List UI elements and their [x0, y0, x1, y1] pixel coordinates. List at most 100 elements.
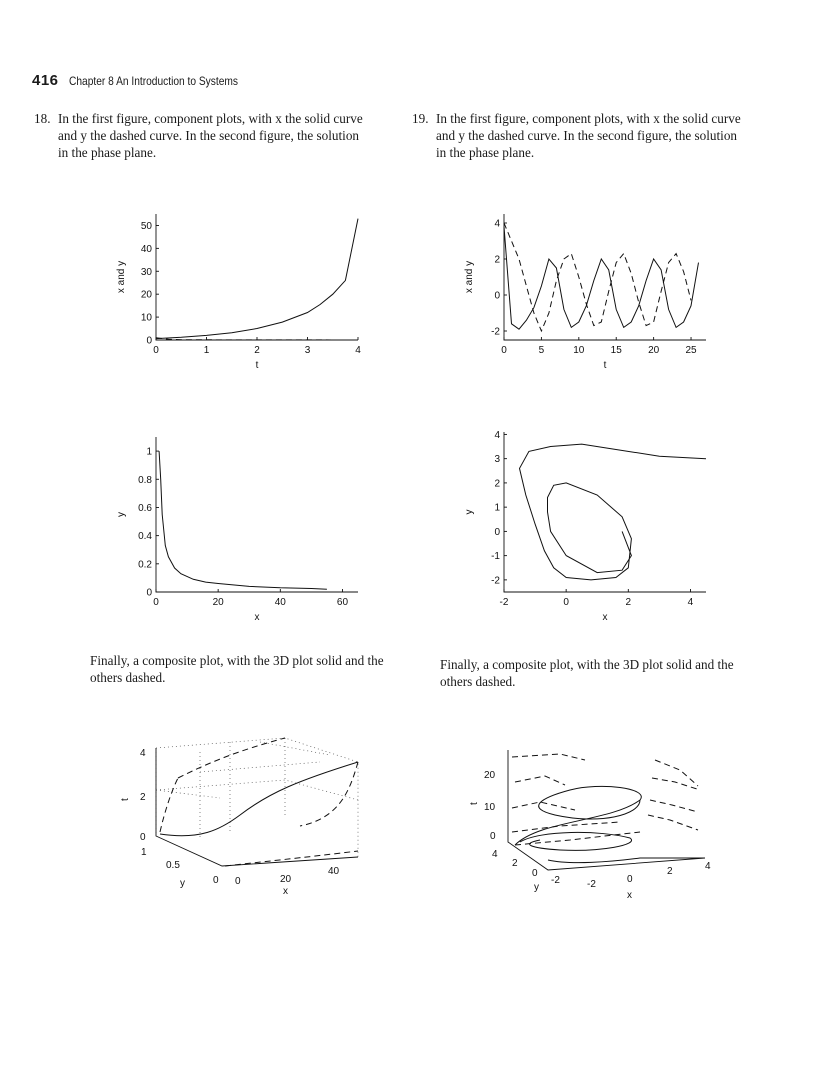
tick-z: 4 [140, 748, 146, 759]
y-tick-label: 30 [141, 267, 153, 278]
projection-curve-left [159, 777, 179, 833]
y-axis-label: y [464, 510, 475, 515]
x-tick-label: 20 [213, 597, 225, 608]
y-tick-label: 4 [494, 430, 500, 441]
y-tick-label: 0.2 [138, 559, 152, 570]
x-tick-label: 60 [337, 597, 349, 608]
page-number: 416 [32, 72, 59, 89]
x-tick-label: 3 [305, 345, 311, 356]
y-tick-label: 20 [141, 290, 153, 301]
y-tick-label: 10 [141, 313, 153, 324]
y-tick-label: 0.4 [138, 531, 152, 542]
x-tick-label: 2 [254, 345, 260, 356]
y-tick-label: 1 [146, 447, 152, 458]
tick-x: -2 [587, 879, 596, 890]
problem-text: In the first figure, component plots, wi… [58, 111, 363, 160]
tick-x: 0 [627, 874, 633, 885]
box-grid [155, 737, 359, 867]
x-tick-label: 2 [626, 597, 632, 608]
x-tick-label: 0 [153, 345, 159, 356]
y-tick-label: 1 [494, 503, 500, 514]
x-axis-label: t [604, 360, 607, 371]
tick-z: 2 [140, 792, 146, 803]
problem-number: 19. [412, 111, 429, 126]
y-tick-label: 2 [494, 255, 500, 266]
projection-curves-right [647, 759, 701, 831]
tick-x: 20 [280, 874, 292, 885]
tick-y: 4 [492, 849, 498, 860]
y-axis-label: x and y [464, 261, 475, 293]
caption-composite-19: Finally, a composite plot, with the 3D p… [440, 657, 734, 689]
y-tick-label: 50 [141, 221, 153, 232]
z-label: t [120, 798, 131, 801]
series-solid-0 [155, 218, 359, 340]
x-tick-label: 15 [611, 345, 623, 356]
x-tick-label: 0 [153, 597, 159, 608]
chapter-title: Chapter 8 An Introduction to Systems [68, 74, 238, 88]
tick-z: 0 [490, 831, 496, 842]
tick-y: -2 [551, 875, 560, 886]
tick-z: 0 [140, 832, 146, 843]
tick-y: 0 [532, 868, 538, 879]
series-dashed-1 [155, 337, 359, 341]
tick-y: 0.5 [166, 860, 180, 871]
projection-curves-back [511, 753, 641, 846]
x-tick-label: 4 [688, 597, 694, 608]
series-solid-0 [503, 226, 699, 330]
y-label: y [180, 878, 185, 889]
caption-composite-18: Finally, a composite plot, with the 3D p… [90, 653, 384, 685]
x-tick-label: 4 [355, 345, 361, 356]
y-tick-label: -2 [491, 575, 500, 586]
tick-y: 2 [512, 858, 518, 869]
y-tick-label: 0 [146, 588, 152, 599]
x-axis-label: t [256, 360, 259, 371]
tick-x: 0 [235, 876, 241, 887]
projection-curve-floor [224, 850, 359, 867]
tick-z: 20 [484, 770, 496, 781]
x-tick-label: -2 [500, 597, 509, 608]
x-tick-label: 5 [539, 345, 545, 356]
y-tick-label: 0.8 [138, 475, 152, 486]
x-tick-label: 25 [685, 345, 697, 356]
y-tick-label: 0.6 [138, 503, 152, 514]
y-axis-label: y [116, 512, 127, 517]
series-solid-0 [158, 451, 327, 590]
y-tick-label: 2 [494, 478, 500, 489]
y-tick-label: -2 [491, 327, 500, 338]
x-tick-label: 0 [563, 597, 569, 608]
y-label: y [534, 882, 539, 893]
series-solid-0 [518, 443, 707, 581]
x-tick-label: 10 [573, 345, 585, 356]
tick-labels: 20 10 0 t 4 2 0 -2 y -2 0 2 4 x [469, 770, 711, 901]
y-tick-label: 4 [494, 219, 500, 230]
problem-number: 18. [34, 111, 51, 126]
projection-curve-top [177, 737, 286, 779]
x-axis-label: x [255, 612, 260, 623]
y-axis-label: x and y [116, 261, 127, 293]
x-label: x [627, 890, 632, 901]
tick-x: 40 [328, 866, 340, 877]
problem-text: In the first figure, component plots, wi… [436, 111, 741, 160]
tick-x: 2 [667, 866, 673, 877]
tick-y: 1 [141, 847, 147, 858]
trajectory-3d [159, 761, 359, 837]
x-axis-label: x [603, 612, 608, 623]
trajectory-3d [514, 785, 705, 864]
y-tick-label: 0 [494, 291, 500, 302]
z-label: t [469, 802, 480, 805]
x-label: x [283, 886, 288, 897]
y-tick-label: -1 [491, 551, 500, 562]
x-tick-label: 40 [275, 597, 287, 608]
projection-curve-right [299, 761, 359, 827]
x-tick-label: 20 [648, 345, 660, 356]
y-tick-label: 0 [146, 336, 152, 347]
page-header: 416 Chapter 8 An Introduction to Systems [32, 72, 268, 90]
y-tick-label: 40 [141, 244, 153, 255]
tick-labels: 4 2 0 t 1 0.5 0 y 0 20 40 x [120, 748, 340, 897]
tick-x: 4 [705, 861, 711, 872]
